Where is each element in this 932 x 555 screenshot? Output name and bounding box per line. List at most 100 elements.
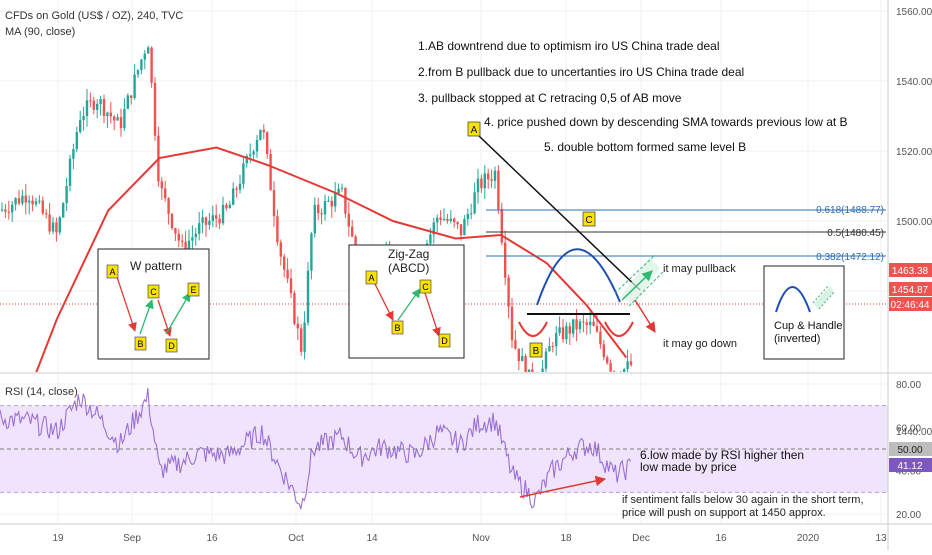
badge-b-label: B bbox=[533, 346, 540, 357]
candle-body bbox=[629, 361, 633, 366]
candle-body bbox=[4, 209, 7, 212]
time-axis[interactable]: 19 Sep 16 Oct 14 Nov 18 Dec 16 2020 13 bbox=[52, 533, 887, 544]
candle-body bbox=[572, 319, 575, 334]
zigzag-subtitle: (ABCD) bbox=[388, 261, 429, 275]
candle-body bbox=[187, 240, 191, 252]
badge-rsi-current: 41.12 bbox=[897, 461, 922, 472]
time-tick-label: Dec bbox=[632, 533, 650, 544]
candle-body bbox=[252, 151, 255, 155]
candle-body bbox=[48, 214, 51, 232]
w-pattern-box[interactable]: W pattern A B C D E bbox=[97, 248, 210, 360]
badge-price-2: 1454.87 bbox=[892, 285, 929, 296]
candle-body bbox=[283, 256, 286, 270]
candle-body bbox=[109, 112, 112, 117]
candle-body bbox=[0, 209, 4, 211]
candle-body bbox=[531, 369, 534, 372]
candle-body bbox=[620, 378, 622, 379]
candle-body bbox=[68, 158, 72, 187]
rsi-note-3: if sentiment falls below 30 again in the… bbox=[622, 494, 864, 506]
candle-body bbox=[432, 222, 435, 235]
candle-body bbox=[609, 362, 612, 372]
candle-body bbox=[276, 216, 279, 243]
candle-body bbox=[191, 237, 194, 241]
candle-body bbox=[194, 233, 197, 238]
w-pattern-title: W pattern bbox=[130, 259, 182, 273]
candle-body bbox=[45, 213, 48, 215]
candle-body bbox=[99, 99, 102, 104]
ma-90-line bbox=[35, 146, 628, 372]
price-tick-label: 1520.00 bbox=[896, 147, 932, 158]
badge-c[interactable]: C bbox=[582, 211, 596, 227]
ab-trendline[interactable] bbox=[478, 135, 641, 291]
candle-body bbox=[480, 178, 483, 189]
candle-body bbox=[623, 369, 626, 372]
candle-body bbox=[24, 195, 27, 203]
candle-body bbox=[330, 200, 333, 207]
time-tick-label: 16 bbox=[206, 533, 218, 544]
time-tick-label: Nov bbox=[472, 533, 490, 544]
rsi-axis[interactable]: 80.00 60.00 40.00 20.00 bbox=[896, 380, 921, 521]
chart-title: CFDs on Gold (US$ / OZ), 240, TVC bbox=[5, 10, 183, 22]
candle-body bbox=[565, 326, 568, 340]
rsi-tick-label: 80.00 bbox=[896, 380, 921, 391]
time-tick-label: 18 bbox=[560, 533, 572, 544]
fib-levels[interactable]: 0.618(1488.77) 0.5(1480.45) 0.382(1472.1… bbox=[486, 205, 886, 263]
candle-body bbox=[538, 387, 540, 397]
candle-body bbox=[470, 213, 473, 215]
candle-body bbox=[102, 99, 106, 116]
note-2: 2.from B pullback due to uncertanties ir… bbox=[418, 65, 744, 79]
candle-body bbox=[504, 242, 507, 278]
candle-body bbox=[245, 155, 248, 164]
candle-body bbox=[286, 269, 289, 279]
candle-body bbox=[585, 322, 588, 325]
candle-body bbox=[459, 224, 463, 236]
inverted-cup-arc[interactable] bbox=[536, 248, 621, 306]
candle-body bbox=[344, 187, 347, 214]
candle-body bbox=[228, 204, 231, 209]
candle-body bbox=[493, 170, 497, 181]
rsi-divergence-arrow[interactable] bbox=[519, 475, 607, 498]
double-bottom-2[interactable] bbox=[604, 321, 634, 337]
candle-body bbox=[279, 242, 282, 257]
candle-body bbox=[160, 181, 163, 189]
candle-body bbox=[453, 218, 456, 223]
candle-body bbox=[300, 328, 303, 352]
candle-body bbox=[174, 228, 177, 234]
double-bottom-1[interactable] bbox=[518, 321, 548, 337]
candle-body bbox=[218, 218, 221, 224]
candle-body bbox=[612, 371, 616, 372]
badge-b[interactable]: B bbox=[529, 342, 543, 358]
go-down-arrow[interactable] bbox=[634, 299, 656, 333]
price-tick-label: 1540.00 bbox=[896, 77, 932, 88]
candle-body bbox=[184, 241, 187, 252]
candle-body bbox=[170, 213, 174, 229]
badge-price-1: 1463.38 bbox=[892, 266, 929, 277]
rsi-title: RSI (14, close) bbox=[5, 386, 78, 398]
candle-body bbox=[575, 319, 578, 330]
price-badges[interactable]: 1463.38 1454.87 02:46:44 50.00 41.12 bbox=[889, 263, 932, 472]
candle-body bbox=[85, 100, 89, 117]
candle-body bbox=[164, 188, 167, 199]
rsi-note-4: price will push on support at 1450 appro… bbox=[622, 507, 826, 519]
rsi-note-2: low made by price bbox=[640, 460, 737, 474]
w-point-e: E bbox=[190, 285, 196, 295]
w-point-c: C bbox=[150, 287, 157, 297]
candle-body bbox=[150, 47, 153, 83]
candle-body bbox=[466, 213, 469, 220]
badge-rsi-50: 50.00 bbox=[897, 445, 922, 456]
candle-body bbox=[96, 103, 99, 110]
candle-body bbox=[490, 179, 493, 181]
candle-body bbox=[238, 183, 242, 190]
cup-handle-box[interactable]: Cup & Handle (inverted) bbox=[763, 265, 845, 360]
pullback-channel[interactable] bbox=[614, 254, 666, 307]
candle-body bbox=[225, 204, 228, 209]
candle-body bbox=[463, 219, 466, 236]
candle-body bbox=[269, 153, 272, 191]
zigzag-box[interactable]: Zig-Zag (ABCD) A B C D bbox=[348, 244, 465, 359]
zz-point-a: A bbox=[368, 273, 374, 283]
candle-body bbox=[140, 59, 143, 70]
note-3: 3. pullback stopped at C retracing 0,5 o… bbox=[418, 91, 682, 105]
badge-a[interactable]: A bbox=[467, 121, 481, 137]
cup-title: Cup & Handle bbox=[774, 320, 843, 332]
